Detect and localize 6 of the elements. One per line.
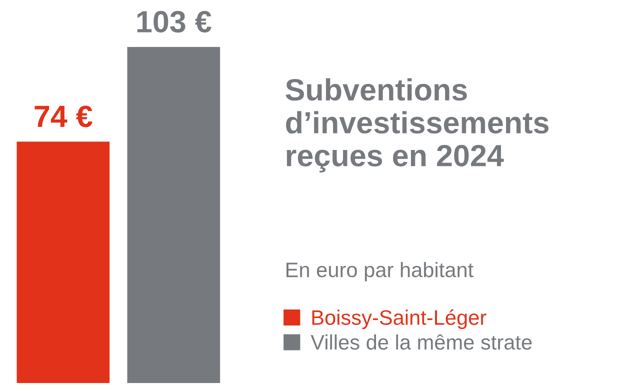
- text: Subventions d’investissements reçues en 2024: [286, 78, 548, 173]
- legend-label: Boissy-Saint-Léger: [312, 309, 486, 330]
- data-label: 103 €: [137, 10, 212, 33]
- text: En euro par habitant: [286, 262, 474, 282]
- data-label: 74 €: [34, 106, 92, 128]
- legend-label: Villes de la même strate: [310, 334, 532, 350]
